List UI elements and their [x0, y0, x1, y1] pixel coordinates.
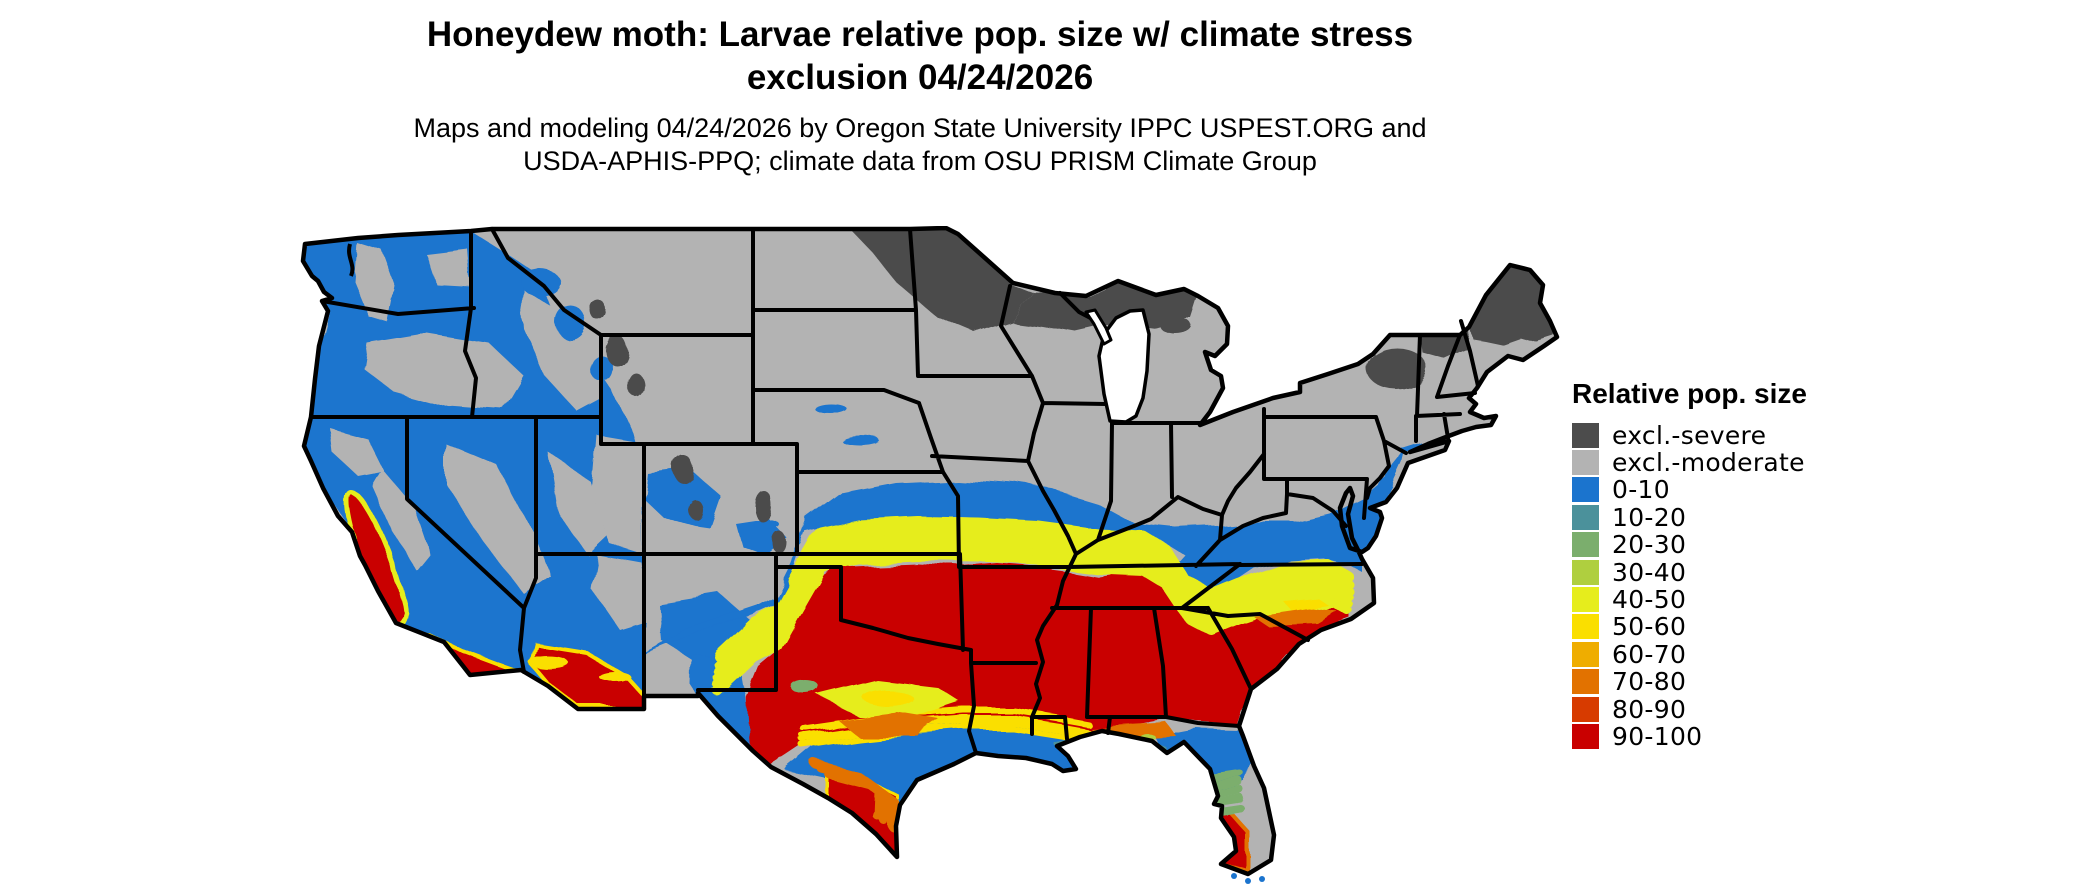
legend-label: 80-90: [1612, 694, 1687, 724]
title-line-1: Honeydew moth: Larvae relative pop. size…: [426, 15, 1414, 54]
legend-swatch: [1572, 723, 1599, 749]
subtitle-line-2: USDA-APHIS-PPQ; climate data from OSU PR…: [523, 146, 1317, 177]
title-line-2: exclusion 04/24/2026: [746, 57, 1094, 97]
lake-michigan: [1084, 308, 1151, 424]
legend-label: 0-10: [1612, 475, 1670, 505]
legend-item: 20-30: [1572, 530, 1902, 560]
map-subtitle: Maps and modeling 04/24/2026 by Oregon S…: [300, 112, 1540, 178]
us-border-outline: [300, 225, 1560, 877]
legend-swatch: [1572, 450, 1599, 476]
legend-label: 10-20: [1612, 502, 1687, 532]
legend-label: 40-50: [1612, 585, 1687, 615]
legend-item: 40-50: [1572, 585, 1902, 615]
legend-swatch: [1572, 641, 1599, 667]
legend-swatch: [1572, 696, 1599, 722]
map-title: Honeydew moth: Larvae relative pop. size…: [300, 14, 1540, 99]
puget-sound: [347, 243, 355, 277]
state-borders: [309, 227, 1480, 755]
legend-label: 70-80: [1612, 667, 1687, 697]
legend-item: excl.-severe: [1572, 420, 1902, 450]
legend-label: 30-40: [1612, 557, 1687, 587]
legend-item: 70-80: [1572, 667, 1902, 697]
us-suitability-map: [298, 225, 1560, 886]
legend-swatch: [1572, 532, 1599, 558]
legend-items: excl.-severe excl.-moderate 0-10 10-20 20-30…: [1572, 420, 1902, 751]
legend-swatch: [1572, 614, 1599, 640]
legend-item: 60-70: [1572, 639, 1902, 669]
legend-item: 30-40: [1572, 557, 1902, 587]
legend-swatch: [1572, 504, 1599, 530]
legend-swatch: [1572, 587, 1599, 613]
legend-swatch: [1572, 422, 1599, 448]
legend: Relative pop. size excl.-severe excl.-mod…: [1572, 378, 1902, 751]
legend-label: 60-70: [1612, 639, 1687, 669]
region-texas-mottling: [530, 658, 960, 736]
legend-item: 0-10: [1572, 475, 1902, 505]
legend-swatch: [1572, 559, 1599, 585]
legend-item: excl.-moderate: [1572, 448, 1902, 478]
florida-keys-dots: [1231, 873, 1265, 884]
legend-item: 80-90: [1572, 694, 1902, 724]
us-map-svg: [300, 225, 1560, 884]
legend-label: 20-30: [1612, 530, 1687, 560]
subtitle-line-1: Maps and modeling 04/24/2026 by Oregon S…: [413, 113, 1427, 143]
region-west-excl-moderate-patches: [331, 242, 650, 628]
region-gulf-0-10-band: [786, 722, 1080, 826]
legend-item: 50-60: [1572, 612, 1902, 642]
legend-swatch: [1572, 669, 1599, 695]
legend-label: excl.-severe: [1612, 420, 1767, 450]
legend-swatch: [1572, 477, 1599, 503]
legend-label: 50-60: [1612, 612, 1687, 642]
legend-label: 90-100: [1612, 722, 1703, 751]
legend-label: excl.-moderate: [1612, 448, 1805, 478]
legend-item: 10-20: [1572, 502, 1902, 532]
legend-item: 90-100: [1572, 722, 1902, 751]
legend-title: Relative pop. size: [1572, 378, 1807, 409]
transition-band-south-texas: [816, 765, 900, 833]
